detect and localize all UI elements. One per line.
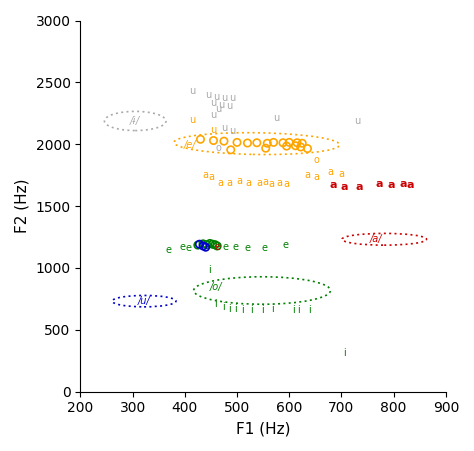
Point [197,136,204,143]
Text: u: u [273,113,279,123]
Text: a: a [208,172,214,182]
Text: a: a [283,179,290,189]
Point [194,241,201,249]
Text: i: i [235,304,237,314]
Text: a: a [407,180,414,190]
Text: o: o [313,155,319,165]
Text: i: i [228,304,230,314]
Point [244,139,251,147]
Text: u: u [226,101,232,111]
Text: /o/: /o/ [210,282,222,292]
Text: e: e [186,243,192,253]
Point [262,145,270,152]
Point [203,241,210,249]
Point [206,240,214,247]
Text: a: a [217,178,223,188]
Text: e: e [282,240,288,250]
Text: a: a [268,179,274,189]
Text: e: e [179,242,185,252]
Point [210,137,217,144]
Text: e: e [233,242,239,252]
Point [209,241,216,248]
Text: a: a [203,170,209,179]
X-axis label: F1 (Hz): F1 (Hz) [236,421,291,436]
Text: e: e [165,245,171,255]
Text: e: e [222,242,228,252]
Text: u: u [228,93,235,103]
Text: e: e [261,243,267,253]
Point [233,139,241,146]
Point [227,146,235,153]
Text: a: a [330,180,337,190]
Text: e: e [245,243,250,253]
Text: a: a [313,172,319,182]
Text: /ɨ/: /ɨ/ [130,116,140,126]
Text: a: a [246,178,252,188]
Point [283,143,291,150]
Text: i: i [214,299,217,308]
Text: a: a [327,167,333,177]
Point [199,240,207,248]
Text: a: a [375,179,383,189]
Text: u: u [205,90,211,100]
Text: /u/: /u/ [138,296,150,306]
Text: u: u [210,125,217,135]
Text: u: u [210,110,217,120]
Point [220,138,228,145]
Text: i: i [343,348,346,358]
Point [211,241,219,249]
Text: a: a [387,180,395,190]
Point [199,242,207,249]
Point [202,244,210,251]
Text: a: a [277,178,283,188]
Point [264,140,271,147]
Text: u: u [221,93,227,103]
Text: i: i [271,304,274,314]
Text: i: i [308,305,310,315]
Text: u: u [221,123,227,133]
Text: i: i [292,305,295,315]
Point [196,241,203,248]
Point [292,142,299,149]
Text: u: u [216,104,222,114]
Point [253,139,261,147]
Point [285,139,293,146]
Text: a: a [226,178,232,188]
Text: a: a [338,169,345,179]
Point [279,139,287,147]
Text: a: a [399,179,407,189]
Point [270,139,277,146]
Text: a: a [356,182,364,192]
Text: a: a [237,176,243,186]
Y-axis label: F2 (Hz): F2 (Hz) [15,179,30,233]
Text: e: e [214,242,220,252]
Text: u: u [218,100,225,110]
Text: /a/: /a/ [370,234,383,244]
Text: i: i [250,305,253,315]
Text: u: u [190,115,196,125]
Text: a: a [263,177,269,187]
Point [293,139,301,147]
Text: i: i [241,305,244,315]
Text: i: i [297,305,300,315]
Point [297,143,304,151]
Text: /e/: /e/ [184,140,196,151]
Text: u: u [213,92,219,101]
Point [213,242,221,249]
Point [304,145,311,152]
Point [299,140,306,147]
Text: i: i [223,302,225,312]
Text: o: o [216,143,222,153]
Text: i: i [209,265,211,275]
Text: a: a [256,178,262,188]
Text: u: u [354,116,360,126]
Text: u: u [210,98,217,108]
Text: a: a [304,170,310,179]
Text: i: i [261,305,264,315]
Text: u: u [228,126,235,136]
Text: u: u [190,86,196,96]
Text: a: a [340,182,348,192]
